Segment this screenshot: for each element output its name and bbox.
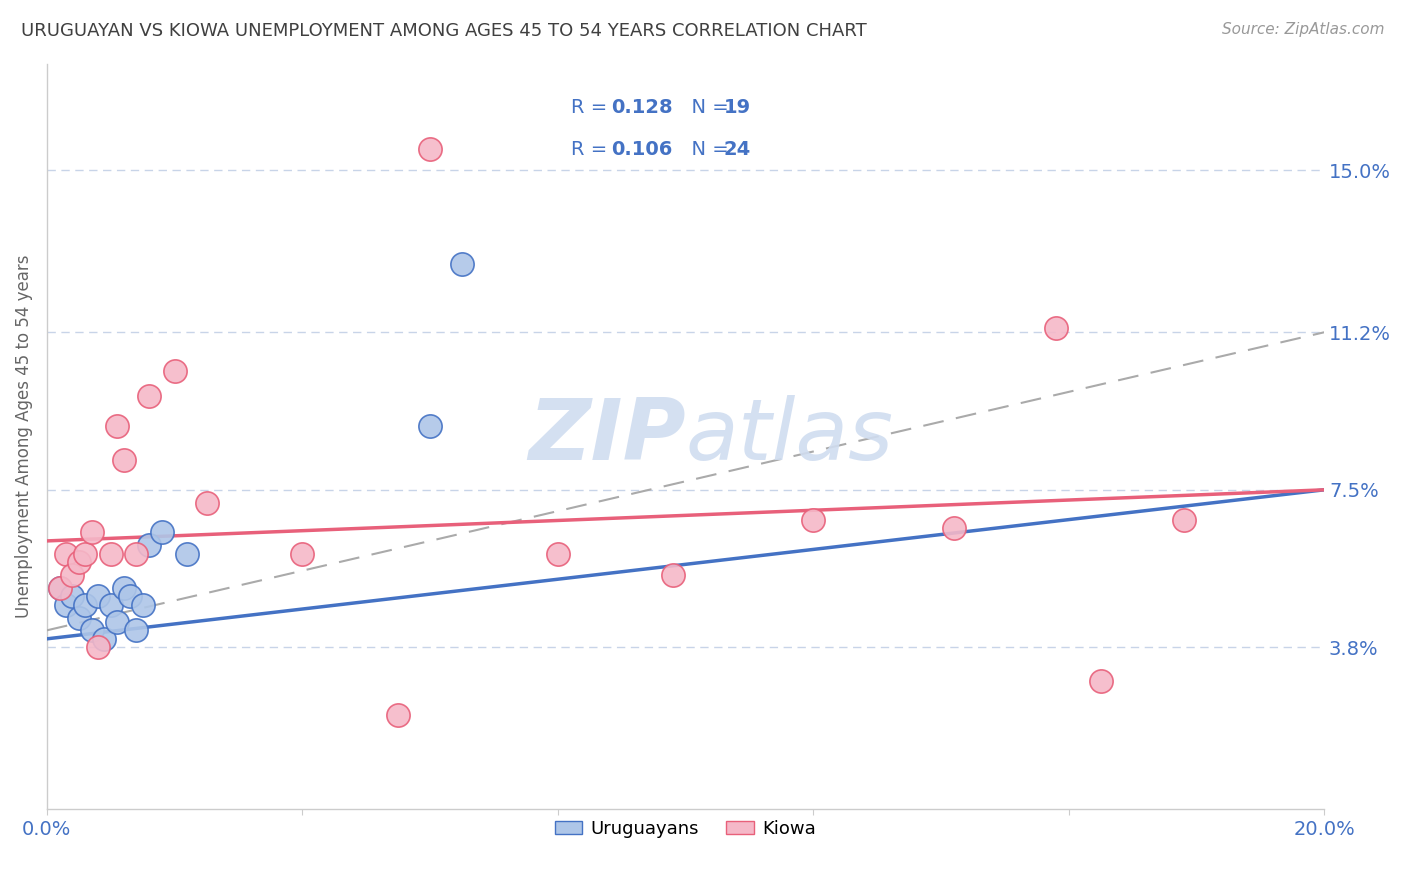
Point bbox=[138, 389, 160, 403]
Point bbox=[163, 363, 186, 377]
Point bbox=[451, 257, 474, 271]
Legend: Uruguayans, Kiowa: Uruguayans, Kiowa bbox=[547, 813, 824, 845]
Point bbox=[195, 495, 218, 509]
Text: URUGUAYAN VS KIOWA UNEMPLOYMENT AMONG AGES 45 TO 54 YEARS CORRELATION CHART: URUGUAYAN VS KIOWA UNEMPLOYMENT AMONG AG… bbox=[21, 22, 868, 40]
Point bbox=[55, 547, 77, 561]
Point bbox=[387, 708, 409, 723]
Point bbox=[80, 525, 103, 540]
Point bbox=[419, 419, 441, 434]
Point bbox=[75, 598, 97, 612]
Point bbox=[105, 615, 128, 629]
Point bbox=[419, 142, 441, 156]
Point bbox=[48, 581, 70, 595]
Text: 0.128: 0.128 bbox=[612, 98, 673, 117]
Point bbox=[125, 624, 148, 638]
Point bbox=[131, 598, 153, 612]
Point bbox=[105, 419, 128, 434]
Point bbox=[176, 547, 198, 561]
Point bbox=[67, 555, 90, 569]
Point bbox=[942, 521, 965, 535]
Point bbox=[87, 640, 110, 655]
Text: R =: R = bbox=[571, 98, 613, 117]
Point bbox=[62, 568, 84, 582]
Point bbox=[93, 632, 115, 646]
Point bbox=[87, 589, 110, 603]
Text: Source: ZipAtlas.com: Source: ZipAtlas.com bbox=[1222, 22, 1385, 37]
Point bbox=[55, 598, 77, 612]
Point bbox=[1173, 513, 1195, 527]
Text: 24: 24 bbox=[724, 140, 751, 160]
Y-axis label: Unemployment Among Ages 45 to 54 years: Unemployment Among Ages 45 to 54 years bbox=[15, 255, 32, 618]
Point bbox=[125, 547, 148, 561]
Text: 19: 19 bbox=[724, 98, 751, 117]
Point bbox=[547, 547, 569, 561]
Point bbox=[80, 624, 103, 638]
Point bbox=[1090, 674, 1112, 689]
Point bbox=[1045, 321, 1067, 335]
Point bbox=[118, 589, 141, 603]
Point bbox=[112, 581, 135, 595]
Text: atlas: atlas bbox=[686, 395, 894, 478]
Point bbox=[100, 598, 122, 612]
Point bbox=[661, 568, 683, 582]
Point bbox=[48, 581, 70, 595]
Point bbox=[112, 453, 135, 467]
Point bbox=[291, 547, 314, 561]
Point bbox=[62, 589, 84, 603]
Text: N =: N = bbox=[679, 140, 735, 160]
Point bbox=[801, 513, 824, 527]
Point bbox=[67, 610, 90, 624]
Text: ZIP: ZIP bbox=[527, 395, 686, 478]
Point bbox=[75, 547, 97, 561]
Point bbox=[138, 538, 160, 552]
Text: N =: N = bbox=[679, 98, 735, 117]
Point bbox=[150, 525, 173, 540]
Point bbox=[100, 547, 122, 561]
Text: 0.106: 0.106 bbox=[612, 140, 673, 160]
Text: R =: R = bbox=[571, 140, 613, 160]
